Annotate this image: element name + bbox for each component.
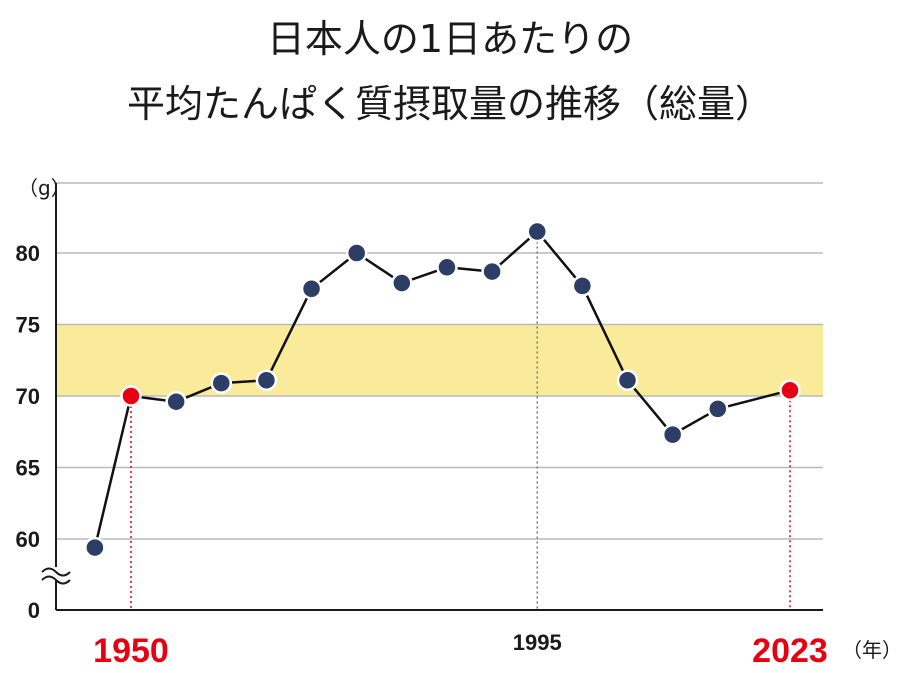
data-point-1950	[120, 385, 142, 407]
data-point-1946	[84, 536, 106, 559]
data-point-2000	[571, 275, 594, 297]
y-tick-label-70: 70	[16, 384, 40, 409]
data-point-1985	[436, 256, 458, 279]
axis-break-mark-upper	[41, 567, 71, 577]
data-point-2005	[616, 369, 639, 392]
data-point-2023	[779, 379, 801, 402]
x-tick-label-1950: 1950	[93, 632, 169, 670]
highlight-band-70-75	[56, 324, 823, 396]
y-tick-label-65: 65	[16, 456, 40, 481]
chart-title-line-1: 日本人の1日あたりの	[267, 17, 633, 61]
data-point-2010	[661, 423, 684, 446]
data-point-2015	[707, 398, 729, 420]
data-point-1970	[300, 278, 323, 300]
x-axis-unit: （年）	[842, 638, 900, 662]
data-point-1990	[481, 260, 503, 283]
chart-title-line-2: 平均たんぱく質摂取量の推移（総量）	[127, 82, 773, 126]
data-point-1960	[210, 372, 233, 394]
data-point-1975	[345, 242, 368, 264]
y-tick-label-80: 80	[16, 241, 40, 266]
y-axis-unit: （g）	[18, 176, 71, 200]
y-tick-label-75: 75	[16, 313, 40, 338]
axis-break-mark-lower	[41, 575, 71, 585]
x-tick-label-1995: 1995	[513, 630, 562, 655]
data-point-1980	[391, 272, 413, 294]
x-tick-label-2023: 2023	[752, 632, 828, 670]
data-point-1955	[165, 390, 187, 413]
data-point-1995	[526, 220, 548, 243]
series-line	[93, 230, 791, 548]
y-tick-label-0: 0	[28, 598, 40, 623]
data-point-1965	[255, 369, 278, 392]
y-tick-label-60: 60	[16, 527, 40, 552]
